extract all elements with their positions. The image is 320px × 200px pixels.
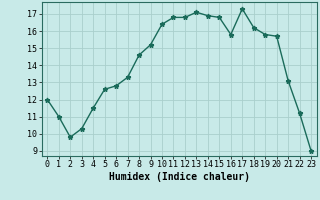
X-axis label: Humidex (Indice chaleur): Humidex (Indice chaleur) <box>109 172 250 182</box>
